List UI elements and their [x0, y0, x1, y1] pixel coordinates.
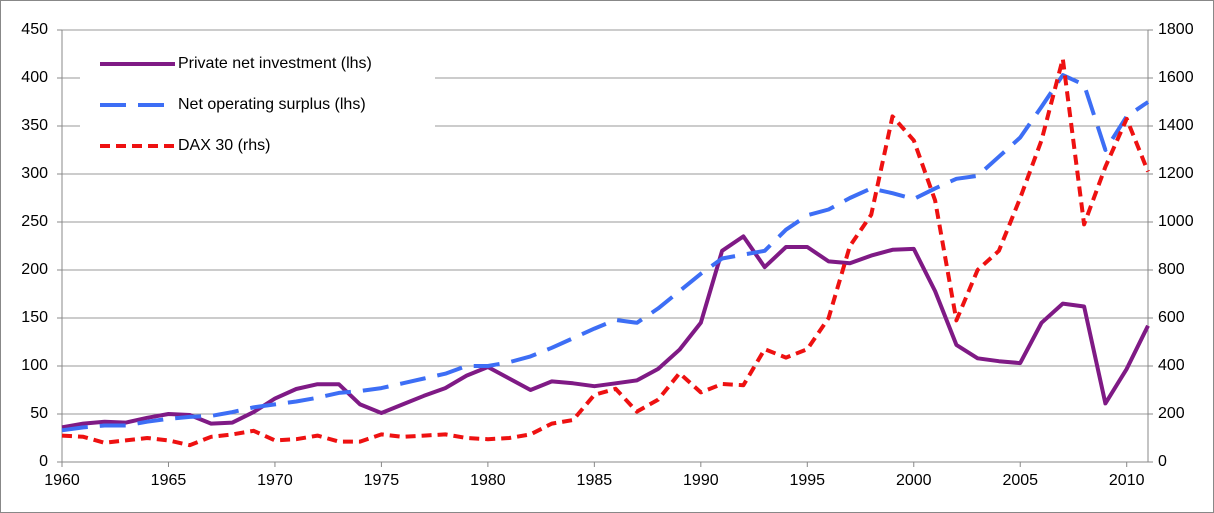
- legend-label: Net operating surplus (lhs): [178, 96, 366, 113]
- y2-tick-label: 200: [1158, 405, 1185, 422]
- y-tick-label: 350: [21, 117, 48, 134]
- y-tick-label: 100: [21, 357, 48, 374]
- y2-tick-label: 400: [1158, 357, 1185, 374]
- y-tick-label: 50: [30, 405, 48, 422]
- series-line: [61, 56, 1150, 448]
- y2-tick-label: 0: [1158, 453, 1167, 470]
- x-tick-label: 1970: [257, 472, 293, 489]
- y-tick-label: 300: [21, 165, 48, 182]
- y-tick-label: 0: [39, 453, 48, 470]
- y-tick-label: 450: [21, 21, 48, 38]
- legend-label: DAX 30 (rhs): [178, 137, 270, 154]
- y2-tick-label: 1000: [1158, 213, 1194, 230]
- x-tick-label: 1990: [683, 472, 719, 489]
- y2-tick-label: 800: [1158, 261, 1185, 278]
- y2-tick-label: 1400: [1158, 117, 1194, 134]
- legend-label: Private net investment (lhs): [178, 55, 372, 72]
- x-tick-label: 1975: [364, 472, 400, 489]
- x-tick-label: 2005: [1002, 472, 1038, 489]
- series-line: [61, 73, 1150, 433]
- series-line: [61, 234, 1150, 430]
- x-tick-label: 1960: [44, 472, 80, 489]
- x-tick-label: 2000: [896, 472, 932, 489]
- y2-tick-label: 1600: [1158, 69, 1194, 86]
- x-tick-label: 1985: [577, 472, 613, 489]
- y-tick-label: 400: [21, 69, 48, 86]
- x-tick-label: 1995: [789, 472, 825, 489]
- y-tick-label: 250: [21, 213, 48, 230]
- x-tick-label: 1980: [470, 472, 506, 489]
- y2-tick-label: 1200: [1158, 165, 1194, 182]
- x-tick-label: 2010: [1109, 472, 1145, 489]
- y-tick-label: 150: [21, 309, 48, 326]
- y2-tick-label: 1800: [1158, 21, 1194, 38]
- y-tick-label: 200: [21, 261, 48, 278]
- y2-tick-label: 600: [1158, 309, 1185, 326]
- x-tick-label: 1965: [151, 472, 187, 489]
